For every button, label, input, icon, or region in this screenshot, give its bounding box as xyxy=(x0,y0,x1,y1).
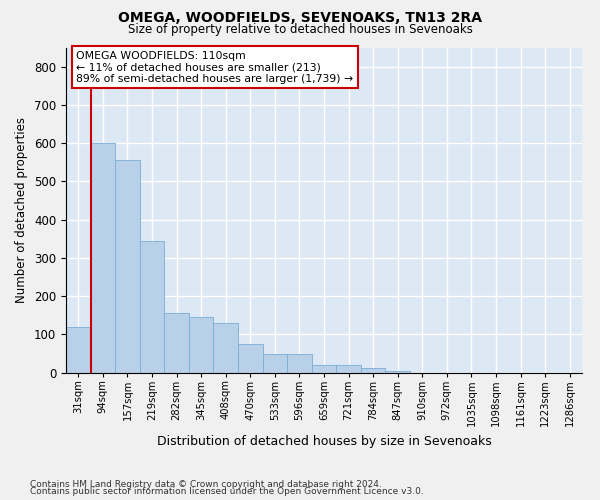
Bar xyxy=(336,365,361,372)
Bar xyxy=(238,344,263,372)
Text: Contains public sector information licensed under the Open Government Licence v3: Contains public sector information licen… xyxy=(30,487,424,496)
Bar xyxy=(164,313,189,372)
Text: OMEGA, WOODFIELDS, SEVENOAKS, TN13 2RA: OMEGA, WOODFIELDS, SEVENOAKS, TN13 2RA xyxy=(118,11,482,25)
Text: OMEGA WOODFIELDS: 110sqm
← 11% of detached houses are smaller (213)
89% of semi-: OMEGA WOODFIELDS: 110sqm ← 11% of detach… xyxy=(76,51,353,84)
Bar xyxy=(214,323,238,372)
Bar xyxy=(140,240,164,372)
Text: Size of property relative to detached houses in Sevenoaks: Size of property relative to detached ho… xyxy=(128,22,472,36)
Bar xyxy=(385,370,410,372)
Text: Contains HM Land Registry data © Crown copyright and database right 2024.: Contains HM Land Registry data © Crown c… xyxy=(30,480,382,489)
Bar xyxy=(66,326,91,372)
Bar xyxy=(361,368,385,372)
Y-axis label: Number of detached properties: Number of detached properties xyxy=(16,117,28,303)
X-axis label: Distribution of detached houses by size in Sevenoaks: Distribution of detached houses by size … xyxy=(157,434,491,448)
Bar xyxy=(312,365,336,372)
Bar xyxy=(287,354,312,372)
Bar xyxy=(115,160,140,372)
Bar xyxy=(189,317,214,372)
Bar xyxy=(91,143,115,372)
Bar xyxy=(263,354,287,372)
